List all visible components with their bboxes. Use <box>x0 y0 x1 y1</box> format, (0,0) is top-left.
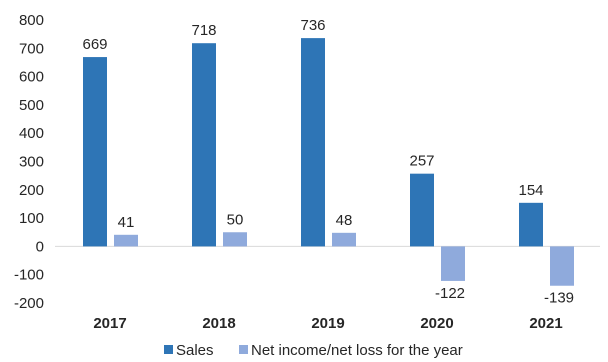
data-label: 50 <box>227 211 244 228</box>
bar-sales-2019 <box>301 38 325 247</box>
data-label: 41 <box>118 214 135 231</box>
bar-net-income-2020 <box>441 246 465 281</box>
x-tick-label: 2020 <box>420 315 453 332</box>
y-tick-label: 500 <box>19 97 44 114</box>
x-tick-label: 2021 <box>529 315 562 332</box>
y-tick-label: 400 <box>19 125 44 142</box>
y-tick-label: 100 <box>19 210 44 227</box>
bars-group <box>83 38 574 286</box>
bar-sales-2018 <box>192 43 216 247</box>
bar-sales-2017 <box>83 57 107 247</box>
bar-net-income-2021 <box>550 246 574 286</box>
bar-sales-2020 <box>410 173 434 247</box>
bar-sales-2021 <box>519 202 543 247</box>
data-label: 718 <box>191 22 216 39</box>
y-tick-label: 700 <box>19 40 44 57</box>
data-label: 736 <box>300 17 325 34</box>
data-label: -122 <box>435 285 465 302</box>
x-tick-label: 2019 <box>311 315 344 332</box>
bar-net-income-2018 <box>223 232 247 247</box>
legend-swatch <box>239 345 248 354</box>
y-tick-label: 300 <box>19 154 44 171</box>
x-axis: 2017 2018 2019 2020 2021 <box>93 315 562 332</box>
legend-label: Sales <box>176 342 214 359</box>
y-tick-label: 600 <box>19 69 44 86</box>
y-axis: -200 -100 0 100 200 300 400 500 600 700 800 <box>14 12 44 312</box>
data-label: 154 <box>518 182 543 199</box>
data-label: 48 <box>336 212 353 229</box>
y-tick-label: -100 <box>14 267 44 284</box>
bar-net-income-2019 <box>332 232 356 247</box>
y-tick-label: 800 <box>19 12 44 29</box>
legend-swatch <box>164 345 173 354</box>
data-label: 669 <box>82 36 107 53</box>
data-label: -139 <box>544 290 574 307</box>
legend-label: Net income/net loss for the year <box>251 342 463 359</box>
x-tick-label: 2018 <box>202 315 235 332</box>
data-label: 257 <box>409 153 434 170</box>
legend: Sales Net income/net loss for the year <box>164 342 463 359</box>
bar-net-income-2017 <box>114 234 138 247</box>
data-labels-group: 669 41 718 50 736 48 257 -122 154 -139 <box>82 17 574 307</box>
y-tick-label: -200 <box>14 295 44 312</box>
y-tick-label: 0 <box>36 238 44 255</box>
x-tick-label: 2017 <box>93 315 126 332</box>
y-tick-label: 200 <box>19 182 44 199</box>
